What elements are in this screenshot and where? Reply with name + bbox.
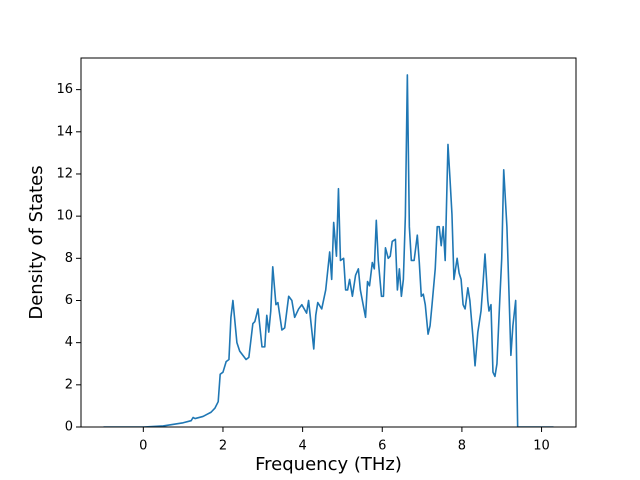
x-tick-label: 10	[533, 439, 550, 454]
axes-frame	[80, 57, 577, 428]
x-tick-label: 2	[219, 439, 227, 454]
y-tick-label: 4	[65, 335, 73, 350]
y-tick-label: 2	[65, 377, 73, 392]
x-axis-label: Frequency (THz)	[255, 454, 402, 475]
x-tick-label: 6	[378, 439, 386, 454]
y-tick-label: 12	[56, 166, 73, 181]
y-tick-label: 16	[56, 82, 73, 97]
y-tick-label: 14	[56, 124, 73, 139]
x-tick-label: 8	[458, 439, 466, 454]
data-line	[103, 74, 554, 427]
x-tick-label: 4	[298, 439, 306, 454]
y-tick-label: 0	[65, 420, 73, 435]
y-axis-label: Density of States	[26, 165, 47, 319]
y-tick-label: 6	[65, 293, 73, 308]
x-tick-label: 0	[139, 439, 147, 454]
y-tick-label: 8	[65, 251, 73, 266]
y-tick-label: 10	[56, 209, 73, 224]
